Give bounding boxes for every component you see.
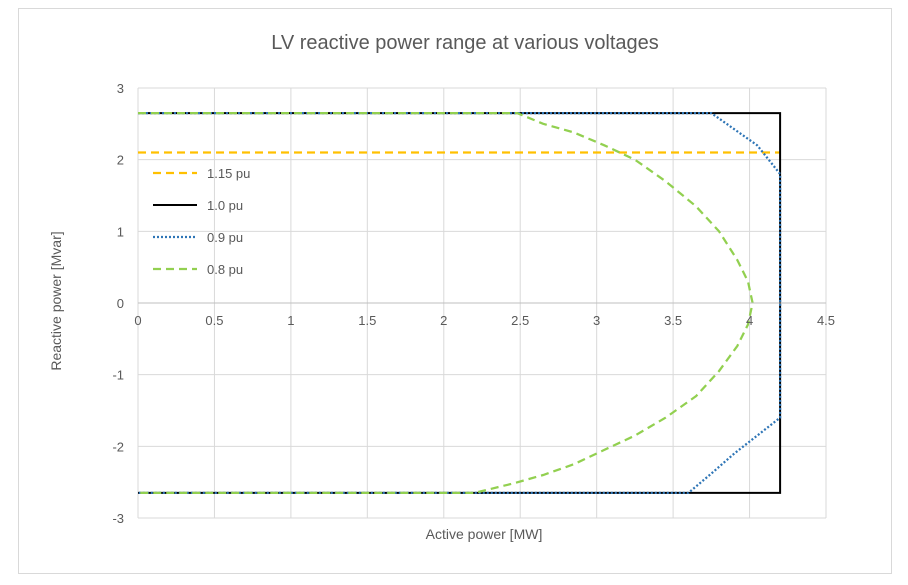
axis-layer: 0 0.5 1 1.5 2 2.5 3 3.5 4 4.5 -3 -2 -1 0 1 2 3: [112, 81, 835, 526]
y-tick-label: -3: [112, 511, 124, 526]
y-tick-label: 3: [117, 81, 124, 96]
y-tick-label: 0: [117, 296, 124, 311]
chart-svg: 0 0.5 1 1.5 2 2.5 3 3.5 4 4.5 -3 -2 -1 0 1 2 3 LV reacti…: [48, 32, 835, 542]
y-tick-label: 1: [117, 224, 124, 239]
legend-label: 1.0 pu: [207, 198, 243, 213]
x-tick-label: 0: [134, 313, 141, 328]
x-tick-label: 2: [440, 313, 447, 328]
x-tick-label: 4.5: [817, 313, 835, 328]
x-tick-label: 4: [746, 313, 753, 328]
x-tick-label: 3.5: [664, 313, 682, 328]
x-tick-label: 3: [593, 313, 600, 328]
y-tick-label: -1: [112, 368, 124, 383]
legend-label: 0.9 pu: [207, 230, 243, 245]
series-line-0-8-pu: [138, 111, 754, 495]
chart-title: LV reactive power range at various volta…: [271, 32, 659, 54]
x-tick-label: 1.5: [358, 313, 376, 328]
x-tick-label: 0.5: [205, 313, 223, 328]
y-tick-label: 2: [117, 153, 124, 168]
x-tick-label: 1: [287, 313, 294, 328]
series-line-0-9-pu: [138, 111, 782, 495]
chart-frame: 0 0.5 1 1.5 2 2.5 3 3.5 4 4.5 -3 -2 -1 0 1 2 3 LV reacti…: [18, 8, 892, 574]
legend-label: 1.15 pu: [207, 166, 250, 181]
y-axis-title: Reactive power [Mvar]: [48, 231, 64, 370]
legend-label: 0.8 pu: [207, 262, 243, 277]
x-axis-title: Active power [MW]: [426, 526, 543, 542]
y-tick-label: -2: [112, 439, 124, 454]
x-tick-label: 2.5: [511, 313, 529, 328]
legend: 1.15 pu 1.0 pu 0.9 pu 0.8 pu: [153, 166, 250, 277]
